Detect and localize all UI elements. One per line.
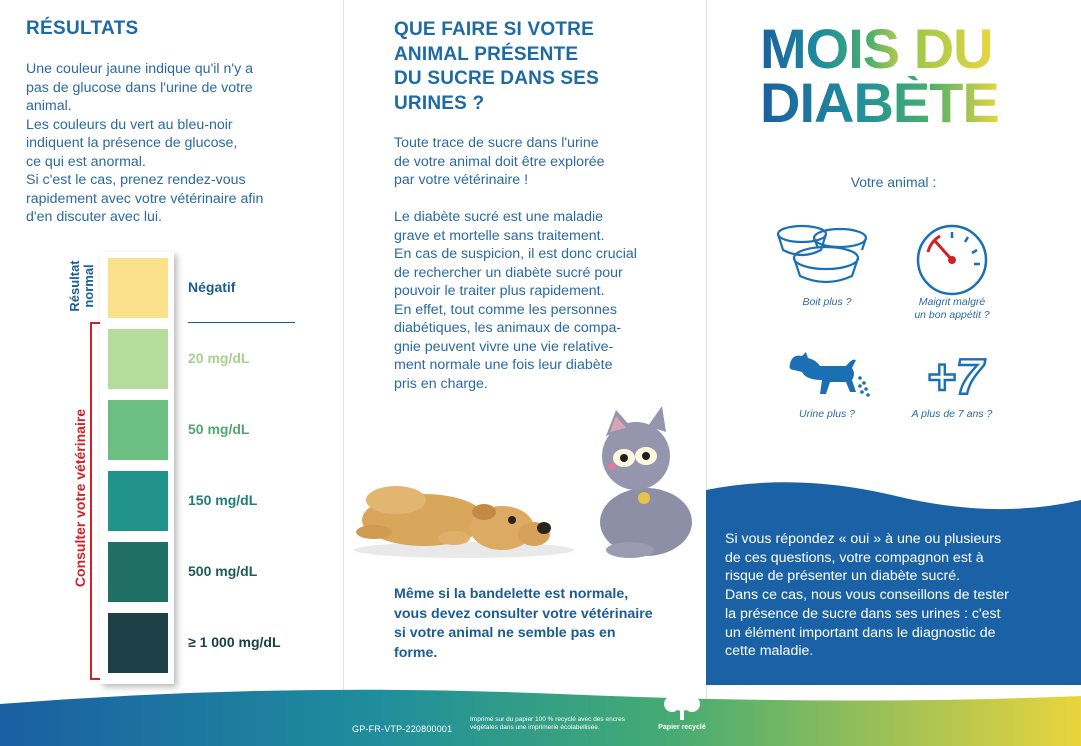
blue-wave-background — [706, 482, 1081, 685]
recycled-paper-label: Papier recyclé — [658, 724, 706, 731]
text-line: végétales dans une imprimerie écolabelli… — [470, 724, 600, 731]
your-animal-label: Votre animal : — [850, 174, 937, 190]
text-line: forme. — [394, 644, 438, 661]
normal-label-line: normal — [81, 264, 96, 308]
scale-label-negative: Négatif — [188, 279, 236, 295]
dog-urinating-icon — [789, 352, 870, 397]
caption-line: Urine plus ? — [798, 408, 856, 420]
document-reference: GP-FR-VTP-220800001 — [352, 724, 453, 734]
scale-label-50: 50 mg/dL — [188, 421, 250, 437]
intro-line: Si c'est le cas, prenez rendez-vous — [26, 172, 246, 188]
text-line: gnie peuvent vivre une vie relative- — [394, 338, 614, 355]
text-line: En effet, tout comme les personnes — [394, 301, 617, 318]
text-line: la présence de sucre dans ses urines : c… — [725, 605, 1001, 622]
text-line: grave et mortelle sans traitement. — [394, 227, 605, 244]
scale-label-1000: ≥ 1 000 mg/dL — [188, 634, 281, 650]
caption-line: Boit plus ? — [802, 296, 852, 308]
text-line: Si vous répondez « oui » à une ou plusie… — [725, 531, 1002, 547]
text-line: diabétiques, les animaux de compa- — [394, 320, 622, 336]
intro-line: rapidement avec votre vétérinaire afin — [26, 190, 264, 207]
what-to-do-heading: QUE FAIRE SI VOTRE ANIMAL PRÉSENTE DU SU… — [394, 18, 599, 116]
caption-over-seven: A plus de 7 ans ? — [894, 408, 1010, 421]
text-line: vous devez consulter votre vétérinaire — [394, 605, 653, 622]
scale-label-20: 20 mg/dL — [188, 350, 250, 366]
title-word-du: DU — [913, 17, 994, 80]
normal-label-line: Résultat — [67, 260, 82, 312]
heading-line: ANIMAL PRÉSENTE — [394, 43, 579, 65]
text-line: Même si la bandelette est normale, — [394, 586, 629, 602]
results-panel: RÉSULTATS Une couleur jaune indique qu'i… — [0, 0, 343, 746]
text-line: ment normale une fois leur diabète — [394, 357, 613, 373]
color-pad-50 — [108, 400, 168, 460]
cat-illustration — [600, 406, 692, 558]
intro-line: Une couleur jaune indique qu'il n'y a — [26, 61, 254, 77]
intro-line: d'en discuter avec lui. — [26, 209, 162, 225]
print-notice: Imprimé sur du papier 100 % recyclé avec… — [470, 716, 625, 732]
caption-line: Maigrit malgré — [918, 296, 986, 308]
dog-and-cat-illustration — [354, 406, 692, 558]
caption-urinates-more: Urine plus ? — [769, 408, 885, 421]
text-line: de rechercher un diabète sucré pour — [394, 264, 623, 281]
caption-line: A plus de 7 ans ? — [911, 408, 993, 420]
scale-label-500: 500 mg/dL — [188, 563, 258, 579]
text-line: par votre vétérinaire ! — [394, 172, 529, 188]
text-line: Le diabète sucré est une maladie — [394, 209, 604, 225]
consult-vet-label: Consulter votre vétérinaire — [72, 408, 88, 588]
scale-label-150: 150 mg/dL — [188, 492, 258, 508]
text-line: risque de présenter un diabète sucré. — [725, 568, 961, 585]
color-pad-20 — [108, 329, 168, 389]
heading-line: URINES ? — [394, 92, 485, 114]
color-pad-150 — [108, 471, 168, 531]
what-to-do-panel: QUE FAIRE SI VOTRE ANIMAL PRÉSENTE DU SU… — [343, 0, 707, 746]
intro-line: pas de glucose dans l'urine de votre — [26, 79, 253, 96]
caption-line: un bon appétit ? — [914, 308, 990, 321]
title-word-mois: MOIS — [760, 17, 914, 80]
gauge-icon — [916, 224, 988, 296]
heading-line: DU SUCRE DANS SES — [394, 68, 600, 89]
diabetes-month-panel: MOIS DU DIABÈTE Votre animal : Boit plus… — [706, 0, 1081, 746]
text-line: Toute trace de sucre dans l'urine — [394, 135, 599, 151]
diabetes-month-title: MOIS DU DIABÈTE — [760, 21, 1000, 134]
tree-icon — [664, 689, 700, 720]
normal-strip-warning: Même si la bandelette est normale, vous … — [394, 585, 653, 663]
caption-loses-weight: Maigrit malgré un bon appétit ? — [894, 296, 1010, 321]
text-line: cette maladie. — [725, 643, 814, 660]
plus-seven-icon: +7 — [925, 350, 987, 400]
intro-line: animal. — [26, 98, 72, 114]
results-intro: Une couleur jaune indique qu'il n'y a pa… — [26, 60, 326, 227]
paragraph-sugar-trace: Toute trace de sucre dans l'urine de vot… — [394, 134, 694, 190]
dog-illustration — [356, 486, 551, 550]
text-line: un élément important dans le diagnostic … — [725, 624, 996, 641]
caption-drinks-more: Boit plus ? — [769, 296, 885, 309]
intro-line: indiquent la présence de glucose, — [26, 135, 238, 151]
test-strip — [100, 252, 174, 684]
divider — [188, 322, 295, 323]
bowls-icon — [776, 224, 868, 284]
text-line: pouvoir le traiter plus rapidement. — [394, 283, 605, 299]
text-line: Dans ce cas, nous vous conseillons de te… — [725, 587, 1009, 604]
color-pad-500 — [108, 542, 168, 602]
gradient-footer-band — [0, 689, 1081, 746]
intro-line: Les couleurs du vert au bleu-noir — [26, 116, 233, 133]
plus-seven-text: +7 — [926, 350, 985, 400]
paragraph-diabetes: Le diabète sucré est une maladie grave e… — [394, 208, 694, 393]
text-line: de votre animal doit être explorée — [394, 153, 605, 170]
color-pad-negative — [108, 258, 168, 318]
text-line: En cas de suspicion, il est donc crucial — [394, 246, 637, 262]
heading-line: QUE FAIRE SI VOTRE — [394, 19, 594, 40]
normal-result-label: Résultat normal — [67, 256, 96, 316]
color-pad-1000 — [108, 613, 168, 673]
text-line: Imprimé sur du papier 100 % recyclé avec… — [470, 716, 625, 723]
title-word-diabete: DIABÈTE — [760, 71, 1000, 134]
text-line: de ces questions, votre compagnon est à — [725, 549, 984, 566]
results-heading: RÉSULTATS — [26, 18, 139, 39]
yes-answer-advice: Si vous répondez « oui » à une ou plusie… — [725, 530, 1009, 661]
intro-line: ce qui est anormal. — [26, 153, 146, 170]
text-line: si votre animal ne semble pas en — [394, 625, 616, 641]
text-line: pris en charge. — [394, 375, 488, 392]
